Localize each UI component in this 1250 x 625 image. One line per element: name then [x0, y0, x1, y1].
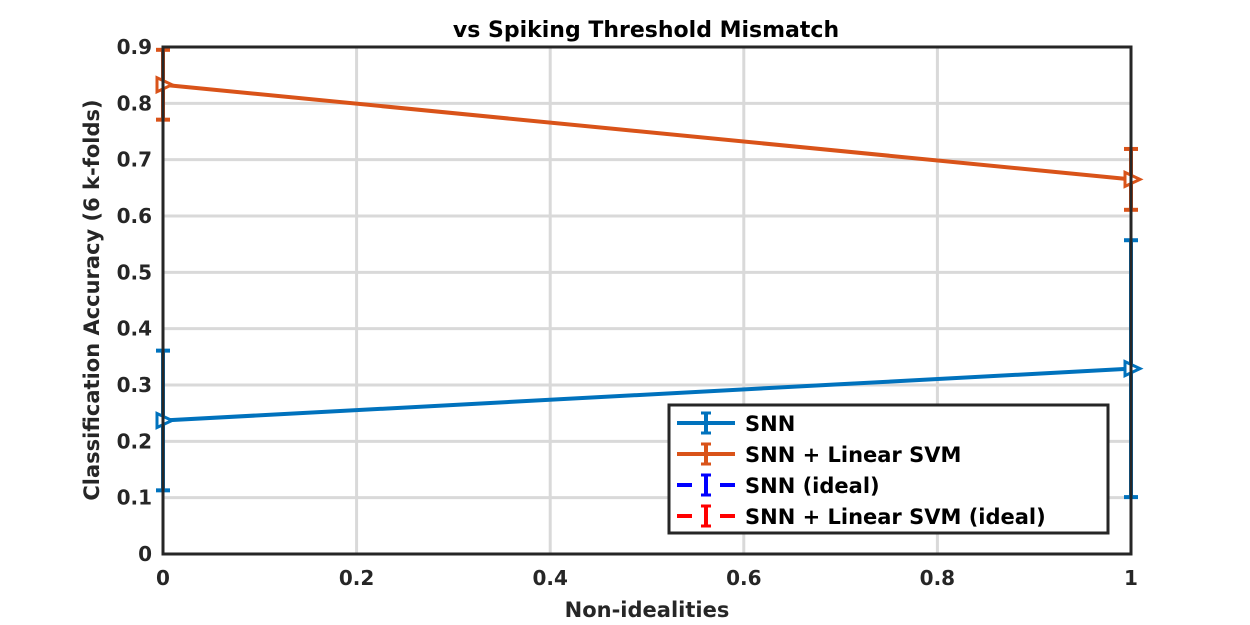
legend-label: SNN (ideal) [745, 474, 880, 498]
y-tick-label: 0.7 [117, 148, 152, 172]
x-axis-label: Non-idealities [565, 598, 730, 622]
x-tick-label: 0.2 [339, 566, 374, 590]
x-tick-label: 0.6 [726, 566, 761, 590]
y-tick-label: 0.3 [117, 373, 152, 397]
legend-label: SNN + Linear SVM (ideal) [745, 505, 1046, 529]
y-tick-label: 0.9 [117, 35, 152, 59]
legend-label: SNN + Linear SVM [745, 443, 961, 467]
y-tick-label: 0.8 [117, 91, 152, 115]
legend-entry: SNN [677, 411, 795, 436]
x-tick-label: 0.4 [532, 566, 567, 590]
y-tick-label: 0.5 [117, 260, 152, 284]
chart-title: vs Spiking Threshold Mismatch [453, 18, 839, 43]
y-axis-label: Classification Accuracy (6 k-folds) [80, 99, 104, 500]
y-tick-label: 0 [138, 542, 152, 566]
x-tick-label: 0 [156, 566, 170, 590]
legend-box [667, 403, 1110, 535]
x-tick-label: 1 [1124, 566, 1138, 590]
legend-entry: SNN + Linear SVM (ideal) [677, 504, 1046, 529]
legend-entry: SNN + Linear SVM [677, 442, 961, 467]
y-tick-label: 0.6 [117, 204, 152, 228]
grid-lines [163, 47, 1131, 554]
x-tick-label: 0.8 [920, 566, 955, 590]
legend: SNN SNN + Linear SVM SNN (ideal) SNN + Line… [667, 403, 1110, 535]
series-line [162, 366, 1132, 423]
series-line [162, 82, 1132, 182]
plot-frame [161, 45, 1133, 556]
y-tick-label: 0.4 [117, 317, 152, 341]
legend-entry: SNN (ideal) [677, 473, 880, 498]
y-tick-label: 0.1 [117, 486, 152, 510]
legend-label: SNN [745, 412, 795, 436]
tick-labels: 0 0.2 0.4 0.6 0.8 1 0 0.1 0.2 0.3 0.4 0.5 0.6 0.7 0.8 0… [117, 35, 1138, 590]
y-tick-label: 0.2 [117, 429, 152, 453]
